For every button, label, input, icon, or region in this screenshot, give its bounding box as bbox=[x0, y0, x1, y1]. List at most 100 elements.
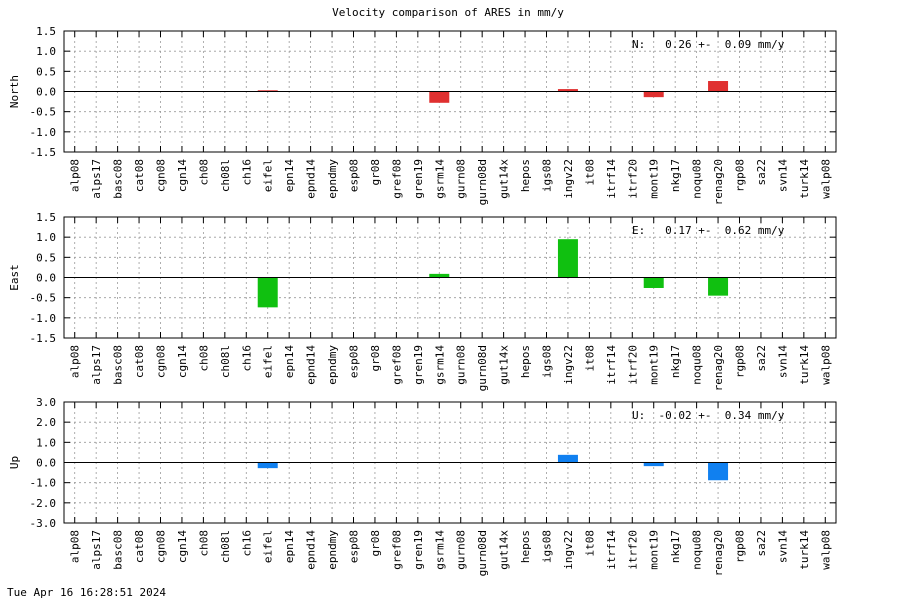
x-tick-label: renag20 bbox=[712, 530, 725, 576]
x-tick-label: sa22 bbox=[755, 345, 768, 372]
x-tick-label: esp08 bbox=[348, 159, 361, 192]
x-tick-label: epn14 bbox=[283, 345, 296, 378]
x-tick-label: ch08l bbox=[219, 345, 232, 378]
x-tick-label: epnd14 bbox=[305, 345, 318, 385]
x-tick-label: gr08 bbox=[369, 159, 382, 186]
bar-eifel bbox=[257, 277, 278, 308]
y-tick-label: 0.5 bbox=[36, 251, 56, 264]
y-tick-label: -3.0 bbox=[30, 517, 57, 530]
x-tick-label: esp08 bbox=[348, 345, 361, 378]
x-tick-label: cat08 bbox=[133, 159, 146, 192]
x-tick-label: epndmy bbox=[326, 159, 339, 199]
x-tick-label: gref08 bbox=[390, 159, 403, 199]
x-tick-label: cgn08 bbox=[155, 530, 168, 563]
y-tick-label: 0.0 bbox=[36, 457, 56, 470]
y-tick-label: -1.5 bbox=[30, 146, 57, 159]
x-tick-label: ch16 bbox=[240, 345, 253, 372]
x-tick-label: hepos bbox=[519, 159, 532, 192]
x-tick-label: epndmy bbox=[326, 530, 339, 570]
x-tick-label: alp08 bbox=[69, 345, 82, 378]
summary-annotation: N: 0.26 +- 0.09 mm/y bbox=[632, 38, 785, 51]
x-tick-label: gut14x bbox=[498, 159, 511, 199]
x-tick-label: gren19 bbox=[412, 159, 425, 199]
x-tick-label: ch08 bbox=[197, 345, 210, 372]
y-axis-label: East bbox=[8, 264, 21, 291]
x-tick-label: gref08 bbox=[390, 530, 403, 570]
x-tick-label: rgp08 bbox=[734, 345, 747, 378]
y-tick-label: -1.0 bbox=[30, 477, 57, 490]
x-tick-label: it08 bbox=[583, 345, 596, 372]
x-tick-label: alps17 bbox=[90, 345, 103, 385]
x-tick-label: mont19 bbox=[648, 345, 661, 385]
x-tick-label: basc08 bbox=[112, 530, 125, 570]
x-tick-label: nkg17 bbox=[669, 159, 682, 192]
x-tick-label: gref08 bbox=[390, 345, 403, 385]
x-tick-label: noqu08 bbox=[691, 530, 704, 570]
x-tick-label: renag20 bbox=[712, 345, 725, 391]
x-tick-label: gr08 bbox=[369, 345, 382, 372]
x-tick-label: hepos bbox=[519, 530, 532, 563]
x-tick-label: svn14 bbox=[776, 530, 789, 563]
y-tick-label: -2.0 bbox=[30, 497, 57, 510]
bar-mont19 bbox=[643, 277, 664, 288]
y-axis-label: North bbox=[8, 75, 21, 108]
chart-title: Velocity comparison of ARES in mm/y bbox=[332, 6, 564, 19]
x-tick-label: igs08 bbox=[541, 345, 554, 378]
x-tick-label: ch08l bbox=[219, 530, 232, 563]
bar-eifel bbox=[257, 462, 278, 469]
x-tick-label: mont19 bbox=[648, 530, 661, 570]
x-tick-label: alps17 bbox=[90, 530, 103, 570]
x-tick-label: gurn08 bbox=[455, 530, 468, 570]
x-tick-label: it08 bbox=[583, 530, 596, 557]
bar-gsrm14 bbox=[429, 273, 450, 278]
x-tick-label: gsrm14 bbox=[433, 159, 446, 199]
x-tick-label: rgp08 bbox=[734, 530, 747, 563]
x-tick-label: itrf14 bbox=[605, 530, 618, 570]
y-tick-label: 0.0 bbox=[36, 272, 56, 285]
x-tick-label: ingv22 bbox=[562, 345, 575, 385]
x-tick-label: cgn14 bbox=[176, 159, 189, 192]
x-tick-label: alps17 bbox=[90, 159, 103, 199]
y-tick-label: 0.0 bbox=[36, 86, 56, 99]
x-tick-label: ch08 bbox=[197, 530, 210, 557]
x-tick-label: itrf14 bbox=[605, 345, 618, 385]
bar-eifel bbox=[257, 90, 278, 92]
x-tick-label: gsrm14 bbox=[433, 530, 446, 570]
x-tick-label: sa22 bbox=[755, 530, 768, 557]
y-tick-label: 3.0 bbox=[36, 396, 56, 409]
bar-ingv22 bbox=[557, 89, 578, 92]
bar-renag20 bbox=[708, 81, 729, 92]
x-tick-label: cgn08 bbox=[155, 159, 168, 192]
x-tick-label: gr08 bbox=[369, 530, 382, 557]
bar-mont19 bbox=[643, 91, 664, 98]
x-tick-label: mont19 bbox=[648, 159, 661, 199]
panel-east: 1.5 1.0 0.5 0.0 -0.5 -1.0 -1.5 alp08 alps17 basc0… bbox=[8, 211, 837, 391]
x-tick-label: cat08 bbox=[133, 345, 146, 378]
y-tick-label: -1.0 bbox=[30, 312, 57, 325]
x-tick-label: turk14 bbox=[798, 530, 811, 570]
x-tick-label: ch08l bbox=[219, 159, 232, 192]
bar-renag20 bbox=[708, 462, 729, 481]
x-tick-label: ch16 bbox=[240, 159, 253, 186]
x-tick-label: nkg17 bbox=[669, 345, 682, 378]
x-tick-label: svn14 bbox=[776, 159, 789, 192]
summary-annotation: U: -0.02 +- 0.34 mm/y bbox=[632, 409, 785, 422]
timestamp: Tue Apr 16 16:28:51 2024 bbox=[7, 586, 166, 599]
x-tick-label: ingv22 bbox=[562, 159, 575, 199]
x-tick-label: itrf20 bbox=[626, 530, 639, 570]
x-tick-label: cat08 bbox=[133, 530, 146, 563]
x-tick-label: epndmy bbox=[326, 345, 339, 385]
x-tick-label: noqu08 bbox=[691, 159, 704, 199]
bar-mont19 bbox=[643, 462, 664, 467]
panel-up: 3.0 2.0 1.0 0.0 -1.0 -2.0 -3.0 alp08 alps17 basc0… bbox=[8, 396, 837, 576]
x-tick-label: cgn14 bbox=[176, 530, 189, 563]
x-tick-label: gurn08d bbox=[476, 345, 489, 391]
x-tick-label: cgn08 bbox=[155, 345, 168, 378]
x-tick-label: gren19 bbox=[412, 530, 425, 570]
panel-north: 1.5 1.0 0.5 0.0 -0.5 -1.0 -1.5 alp08 alps17 basc0… bbox=[8, 25, 837, 205]
y-tick-label: 0.5 bbox=[36, 65, 56, 78]
x-tick-label: it08 bbox=[583, 159, 596, 186]
x-tick-label: ch08 bbox=[197, 159, 210, 186]
y-tick-label: -1.5 bbox=[30, 332, 57, 345]
x-tick-label: gurn08 bbox=[455, 345, 468, 385]
